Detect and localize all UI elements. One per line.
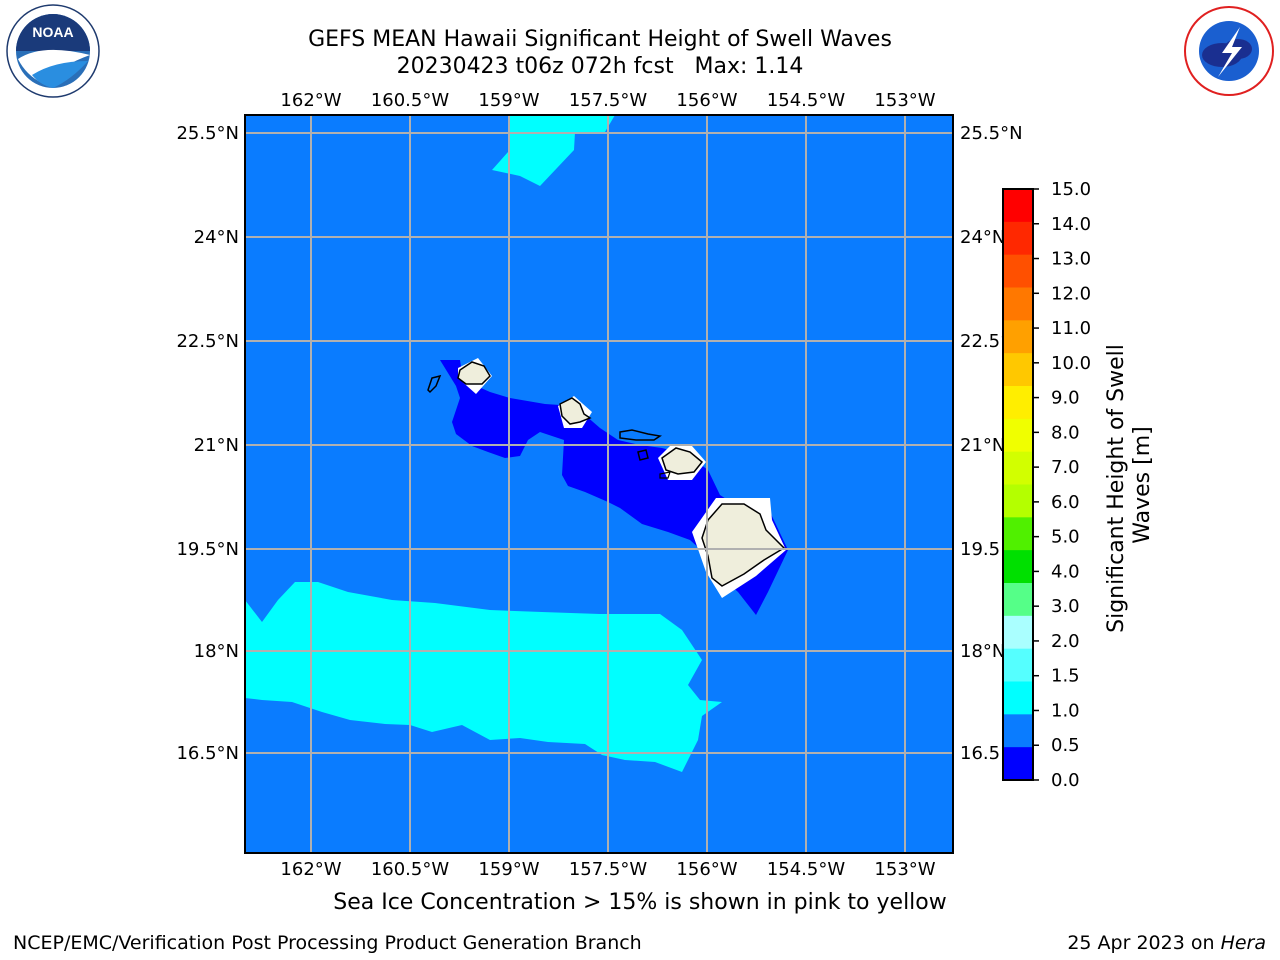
- lon-label-bottom: 156°W: [676, 859, 737, 880]
- lon-label-top: 154.5°W: [767, 90, 846, 111]
- lon-label-bottom: 153°W: [874, 859, 935, 880]
- colorbar-bin: [1003, 550, 1033, 584]
- colorbar-bin: [1003, 386, 1033, 420]
- colorbar-tick-label: 15.0: [1051, 179, 1091, 200]
- colorbar-bin: [1003, 484, 1033, 518]
- lat-label-left: 22.5°N: [176, 331, 239, 352]
- lat-label-left: 25.5°N: [176, 123, 239, 144]
- colorbar-tick-label: 6.0: [1051, 492, 1080, 513]
- lon-label-bottom: 159°W: [478, 859, 539, 880]
- lon-label-bottom: 154.5°W: [767, 859, 846, 880]
- lon-label-top: 156°W: [676, 90, 737, 111]
- lon-label-bottom: 160.5°W: [371, 859, 450, 880]
- swell-band-islands: [440, 360, 788, 615]
- colorbar-tick-label: 1.5: [1051, 666, 1080, 687]
- map-subtitle: 20230423 t06z 072h fcst Max: 1.14: [396, 54, 804, 79]
- map-title: GEFS MEAN Hawaii Significant Height of S…: [308, 27, 892, 52]
- lat-label-right: 24°N: [960, 227, 1005, 248]
- island-molokai: [619, 429, 662, 441]
- colorbar-ticks: 15.0 14.0 13.0 12.0 11.0 10.0 9.0 8.0 7.0 6.0 5.0 4…: [1033, 179, 1091, 791]
- branch-credit: NCEP/EMC/Verification Post Processing Pr…: [13, 932, 642, 954]
- lon-label-top: 160.5°W: [371, 90, 450, 111]
- lat-label-right: 18°N: [960, 641, 1005, 662]
- island-niihau: [427, 374, 442, 394]
- lon-label-bottom: 162°W: [280, 859, 341, 880]
- colorbar-bin: [1003, 287, 1033, 321]
- noaa-logo: NOAA: [2, 3, 104, 103]
- colorbar-tick-label: 5.0: [1051, 527, 1080, 548]
- colorbar-bin: [1003, 221, 1033, 256]
- island-maui: [661, 447, 704, 475]
- lat-label-left: 18°N: [194, 641, 239, 662]
- colorbar-bin: [1003, 254, 1033, 288]
- colorbar: [1003, 189, 1033, 781]
- map-frame: [244, 114, 954, 854]
- colorbar-bin: [1003, 615, 1033, 650]
- lat-label-right: 16.5: [960, 743, 1000, 764]
- nws-logo: [1180, 3, 1278, 103]
- colorbar-tick-label: 4.0: [1051, 561, 1080, 582]
- colorbar-bin: [1003, 418, 1033, 453]
- colorbar-tick-label: 13.0: [1051, 249, 1091, 270]
- lon-label-bottom: 157.5°W: [569, 859, 648, 880]
- lat-label-right: 19.5: [960, 539, 1000, 560]
- date-text: 25 Apr 2023 on: [1067, 932, 1221, 954]
- colorbar-tick-label: 10.0: [1051, 353, 1091, 374]
- colorbar-tick-label: 9.0: [1051, 388, 1080, 409]
- colorbar-tick-label: 11.0: [1051, 318, 1091, 339]
- lon-label-top: 153°W: [874, 90, 935, 111]
- lat-label-right: 21°N: [960, 435, 1005, 456]
- lon-label-top: 159°W: [478, 90, 539, 111]
- lat-label-left: 21°N: [194, 435, 239, 456]
- island-lanai: [637, 449, 649, 461]
- island-kauai: [457, 361, 491, 385]
- colorbar-bin: [1003, 583, 1033, 617]
- colorbar-tick-label: 0.0: [1051, 770, 1080, 791]
- lat-label-right: 25.5°N: [960, 123, 1023, 144]
- colorbar-bin: [1003, 353, 1033, 387]
- colorbar-tick-label: 7.0: [1051, 457, 1080, 478]
- colorbar-frame: [1002, 188, 1034, 781]
- island-kahoolawe: [659, 471, 671, 479]
- lat-label-left: 16.5°N: [176, 743, 239, 764]
- colorbar-tick-label: 0.5: [1051, 735, 1080, 756]
- colorbar-bin: [1003, 451, 1033, 485]
- lat-label-left: 24°N: [194, 227, 239, 248]
- colorbar-bin: [1003, 681, 1033, 715]
- generation-date: 25 Apr 2023 on Hera: [1067, 932, 1266, 954]
- lon-label-top: 157.5°W: [569, 90, 648, 111]
- noaa-logo-text: NOAA: [32, 24, 73, 40]
- colorbar-bin: [1003, 517, 1033, 551]
- colorbar-bin: [1003, 714, 1033, 748]
- colorbar-label: Significant Height of Swell Waves [m]: [1104, 337, 1155, 633]
- colorbar-tick-label: 3.0: [1051, 596, 1080, 617]
- colorbar-bin: [1003, 648, 1033, 682]
- graticule: [245, 115, 953, 853]
- swell-patch-south: [245, 582, 722, 772]
- colorbar-bin: [1003, 747, 1033, 781]
- colorbar-bin: [1003, 320, 1033, 354]
- sea-ice-note: Sea Ice Concentration > 15% is shown in …: [333, 890, 947, 915]
- colorbar-tick-label: 1.0: [1051, 700, 1080, 721]
- lat-label-right: 22.5°: [960, 331, 1009, 352]
- host-name: Hera: [1220, 932, 1266, 954]
- lon-label-top: 162°W: [280, 90, 341, 111]
- colorbar-tick-label: 12.0: [1051, 283, 1091, 304]
- colorbar-tick-label: 2.0: [1051, 631, 1080, 652]
- island-oahu: [559, 397, 592, 425]
- colorbar-tick-label: 8.0: [1051, 422, 1080, 443]
- map-area: [245, 115, 953, 853]
- colorbar-bin: [1003, 189, 1033, 223]
- colorbar-tick-label: 14.0: [1051, 214, 1091, 235]
- lat-label-left: 19.5°N: [176, 539, 239, 560]
